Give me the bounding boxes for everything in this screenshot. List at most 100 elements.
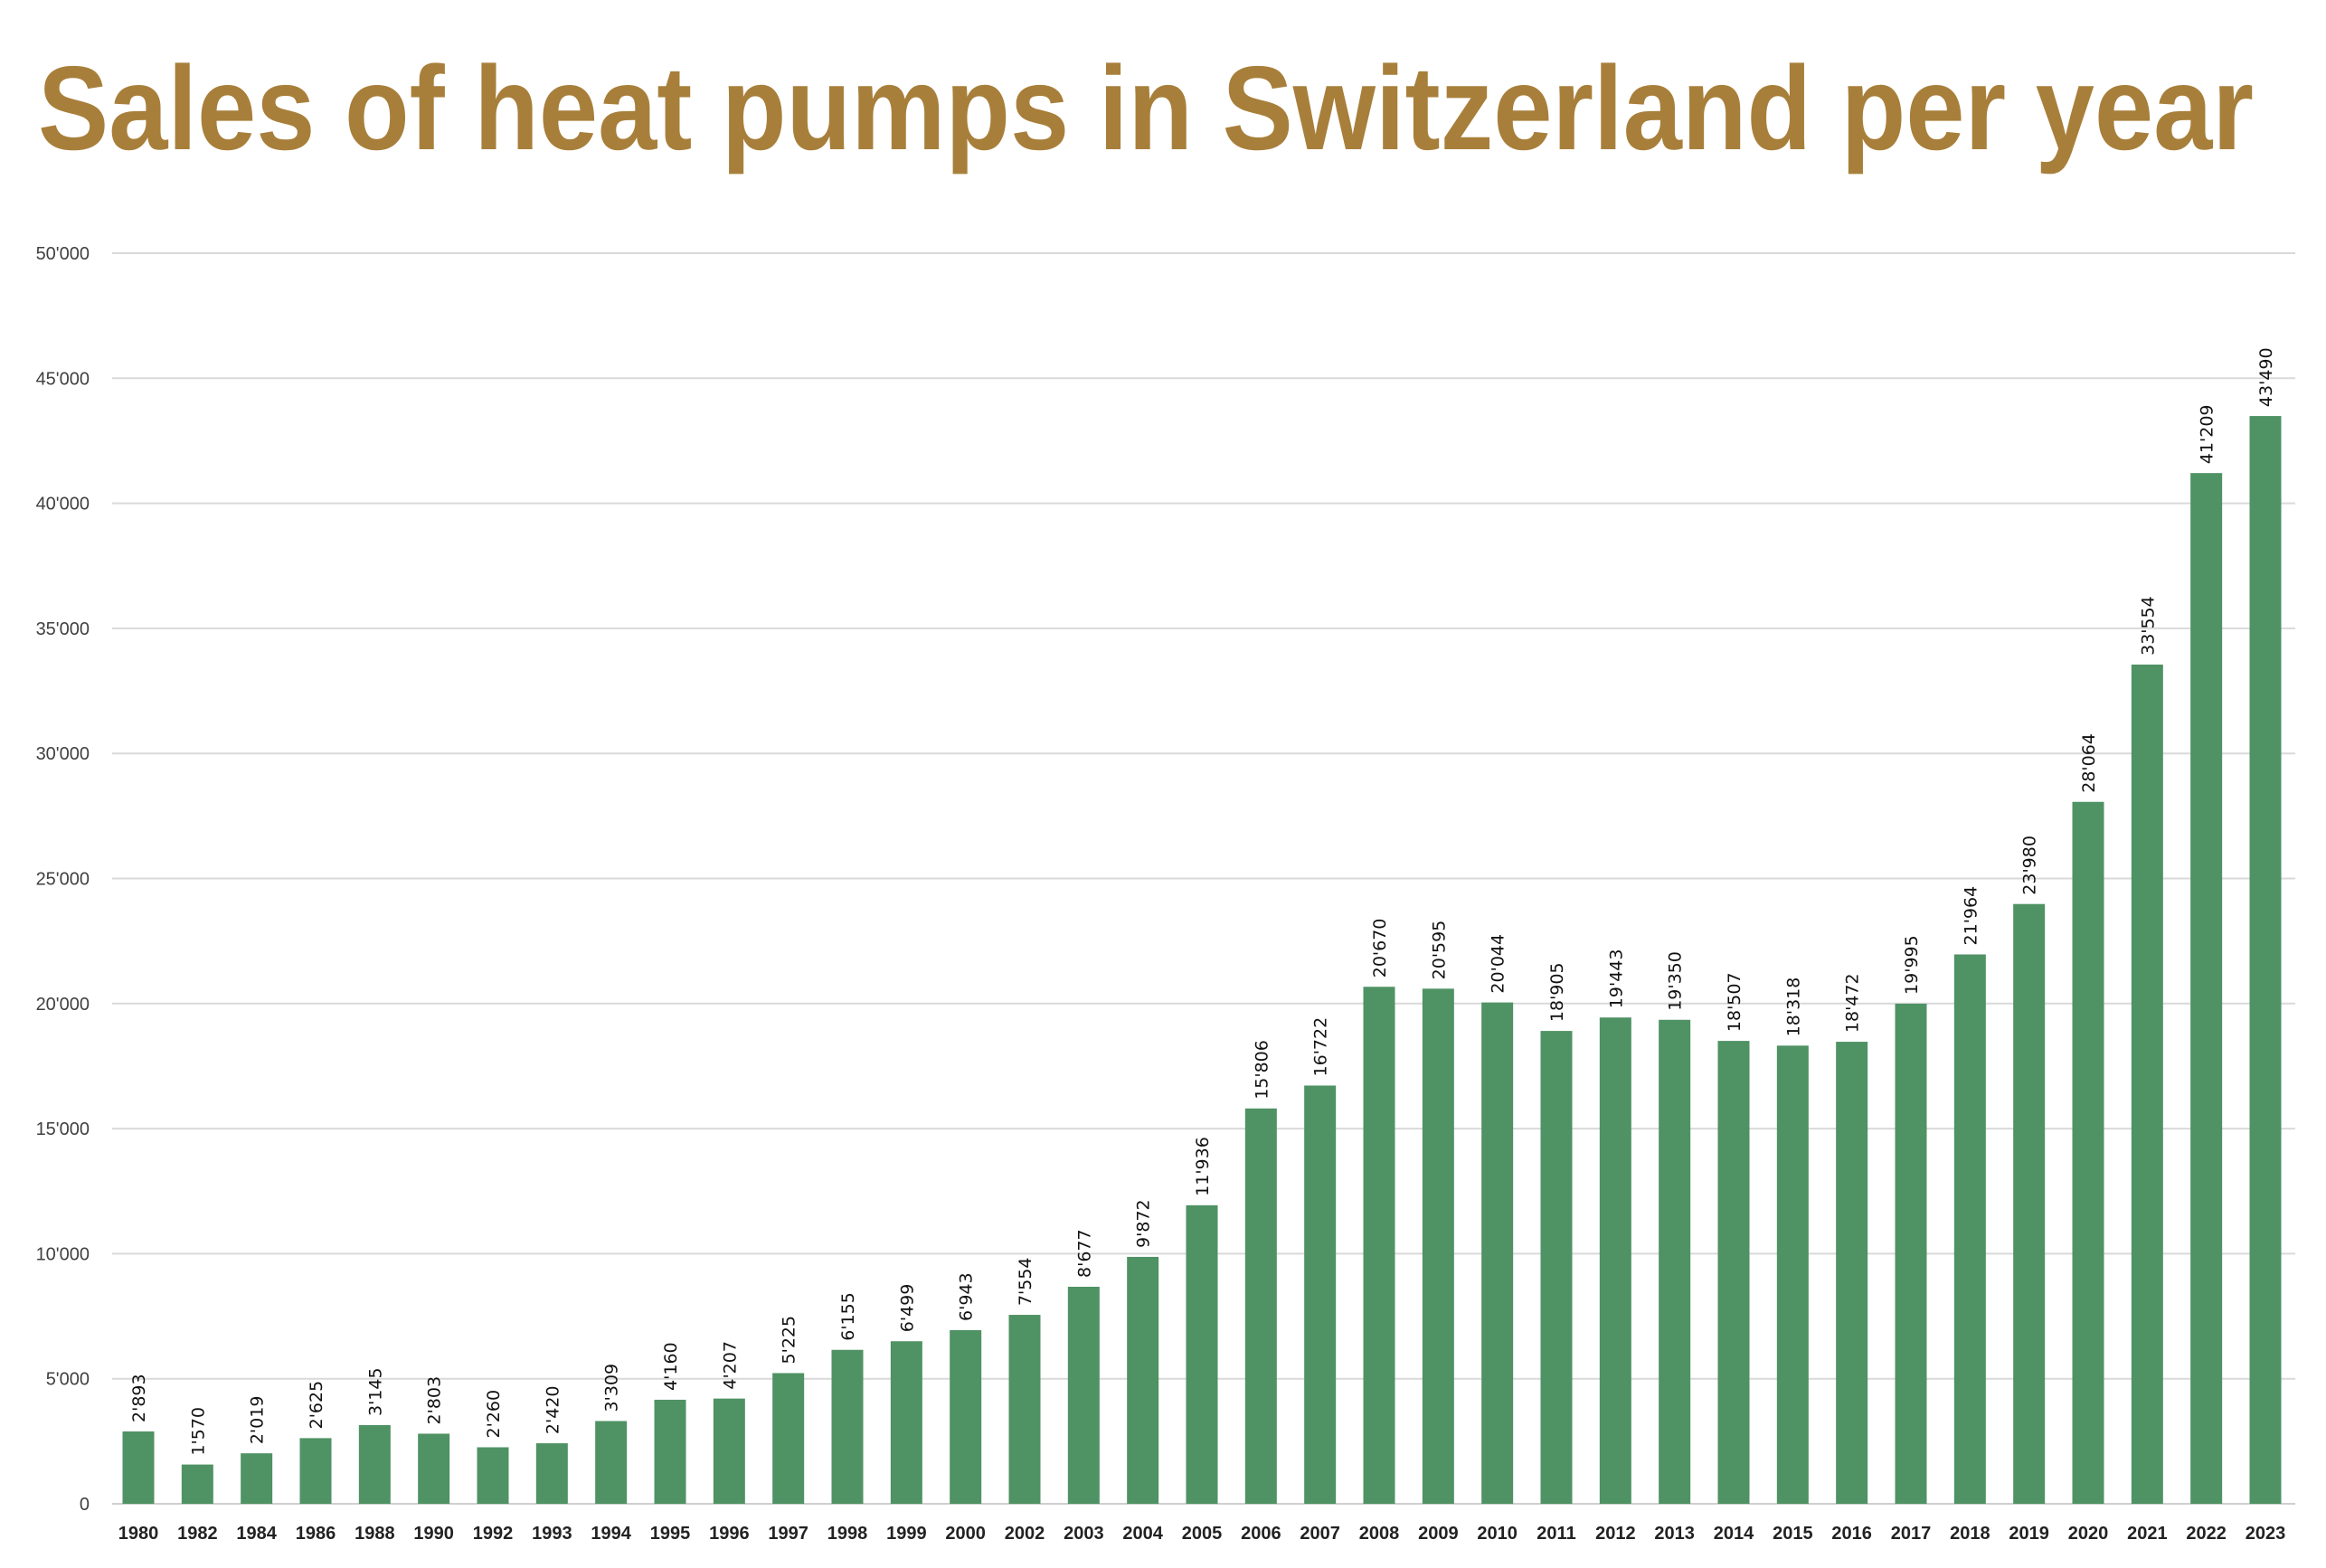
value-label: 6'499 bbox=[897, 1284, 917, 1333]
x-tick-label: 2010 bbox=[1477, 1524, 1518, 1544]
bar-1982 bbox=[181, 1464, 213, 1504]
y-tick-label: 40'000 bbox=[36, 495, 90, 515]
bar-2014 bbox=[1717, 1041, 1750, 1504]
y-tick-label: 10'000 bbox=[36, 1244, 90, 1264]
bar-1990 bbox=[418, 1433, 450, 1504]
value-label: 18'318 bbox=[1783, 978, 1803, 1037]
y-tick-label: 5'000 bbox=[46, 1370, 90, 1390]
y-tick-label: 45'000 bbox=[36, 369, 90, 389]
y-tick-label: 25'000 bbox=[36, 870, 90, 890]
y-tick-label: 50'000 bbox=[36, 244, 90, 264]
value-label: 8'677 bbox=[1074, 1229, 1094, 1278]
bar-2008 bbox=[1363, 987, 1395, 1504]
bar-2017 bbox=[1895, 1003, 1927, 1504]
value-label: 18'472 bbox=[1843, 973, 1863, 1033]
x-tick-label: 2016 bbox=[1831, 1524, 1872, 1544]
bar-2022 bbox=[2190, 473, 2223, 1504]
x-tick-label: 1992 bbox=[473, 1524, 514, 1544]
bar-2011 bbox=[1540, 1031, 1573, 1504]
x-tick-label: 1997 bbox=[768, 1524, 808, 1544]
y-tick-label: 15'000 bbox=[36, 1119, 90, 1139]
bar-2015 bbox=[1776, 1045, 1809, 1504]
value-label: 28'064 bbox=[2079, 733, 2099, 793]
x-tick-label: 2008 bbox=[1359, 1524, 1400, 1544]
value-label: 2'803 bbox=[425, 1376, 445, 1425]
x-tick-label: 1994 bbox=[591, 1524, 631, 1544]
bar-1999 bbox=[890, 1341, 922, 1504]
value-label: 3'309 bbox=[602, 1364, 622, 1412]
bar-1998 bbox=[831, 1349, 864, 1504]
value-label: 23'980 bbox=[2020, 836, 2040, 895]
bar-1980 bbox=[122, 1431, 155, 1504]
bar-2004 bbox=[1127, 1256, 1159, 1504]
value-label: 19'443 bbox=[1606, 949, 1626, 1009]
value-label: 4'160 bbox=[661, 1342, 681, 1391]
value-label: 18'507 bbox=[1725, 972, 1744, 1032]
x-tick-label: 2011 bbox=[1536, 1524, 1575, 1544]
x-tick-label: 1982 bbox=[177, 1524, 218, 1544]
x-tick-label: 1993 bbox=[532, 1524, 572, 1544]
value-label: 19'350 bbox=[1666, 951, 1686, 1011]
bar-2012 bbox=[1599, 1017, 1631, 1504]
x-tick-label: 2023 bbox=[2246, 1524, 2286, 1544]
x-tick-label: 2014 bbox=[1714, 1524, 1754, 1544]
value-label: 11'936 bbox=[1193, 1137, 1213, 1196]
bar-2003 bbox=[1067, 1286, 1100, 1504]
x-tick-label: 1998 bbox=[827, 1524, 868, 1544]
chart-title: Sales of heat pumps in Switzerland per y… bbox=[38, 42, 2254, 175]
value-label: 18'905 bbox=[1547, 962, 1567, 1022]
value-label: 6'155 bbox=[838, 1292, 858, 1341]
x-tick-label: 1995 bbox=[650, 1524, 691, 1544]
value-label: 20'670 bbox=[1370, 919, 1390, 978]
x-tick-label: 2013 bbox=[1654, 1524, 1695, 1544]
value-label: 19'995 bbox=[1902, 935, 1922, 995]
bar-1993 bbox=[535, 1443, 568, 1504]
x-tick-label: 1996 bbox=[709, 1524, 750, 1544]
value-label: 20'595 bbox=[1429, 921, 1449, 980]
value-label: 4'207 bbox=[720, 1341, 740, 1390]
x-tick-label: 2020 bbox=[2068, 1524, 2109, 1544]
bar-2020 bbox=[2072, 801, 2104, 1504]
x-tick-label: 2005 bbox=[1182, 1524, 1223, 1544]
value-label: 2'625 bbox=[307, 1381, 326, 1430]
bar-1997 bbox=[772, 1373, 805, 1504]
value-label: 33'554 bbox=[2138, 596, 2158, 656]
bar-2021 bbox=[2131, 664, 2163, 1504]
x-tick-label: 2017 bbox=[1891, 1524, 1932, 1544]
value-label: 41'209 bbox=[2198, 404, 2217, 464]
x-tick-label: 2000 bbox=[945, 1524, 986, 1544]
x-tick-label: 2003 bbox=[1064, 1524, 1104, 1544]
bar-1994 bbox=[595, 1421, 628, 1504]
bar-1995 bbox=[654, 1399, 686, 1504]
value-label: 43'490 bbox=[2256, 347, 2276, 407]
x-tick-label: 2022 bbox=[2186, 1524, 2227, 1544]
value-label: 15'806 bbox=[1252, 1040, 1272, 1100]
x-tick-label: 1990 bbox=[413, 1524, 454, 1544]
bar-2002 bbox=[1008, 1315, 1041, 1504]
x-tick-label: 2021 bbox=[2127, 1524, 2168, 1544]
y-tick-label: 35'000 bbox=[36, 619, 90, 639]
x-tick-label: 2018 bbox=[1950, 1524, 1990, 1544]
bar-2023 bbox=[2249, 416, 2282, 1504]
x-tick-label: 2012 bbox=[1595, 1524, 1636, 1544]
value-label: 7'554 bbox=[1016, 1257, 1035, 1306]
x-tick-label: 2004 bbox=[1122, 1524, 1163, 1544]
bar-2006 bbox=[1244, 1108, 1277, 1504]
x-tick-label: 1986 bbox=[296, 1524, 336, 1544]
bar-2018 bbox=[1953, 954, 1986, 1504]
bar-2000 bbox=[950, 1329, 982, 1504]
value-label: 3'145 bbox=[365, 1367, 385, 1416]
bar-1984 bbox=[241, 1453, 273, 1504]
x-tick-label: 2006 bbox=[1241, 1524, 1281, 1544]
bar-2007 bbox=[1304, 1085, 1337, 1504]
bar-1988 bbox=[358, 1425, 391, 1504]
value-label: 2'420 bbox=[543, 1385, 563, 1434]
value-label: 1'570 bbox=[188, 1407, 208, 1456]
value-label: 16'722 bbox=[1311, 1017, 1331, 1077]
value-label: 20'044 bbox=[1489, 934, 1508, 994]
bar-2019 bbox=[2013, 903, 2046, 1504]
bar-2013 bbox=[1659, 1019, 1691, 1504]
bar-1992 bbox=[477, 1447, 509, 1504]
value-label: 21'964 bbox=[1961, 886, 1981, 946]
bar-2009 bbox=[1422, 988, 1454, 1504]
